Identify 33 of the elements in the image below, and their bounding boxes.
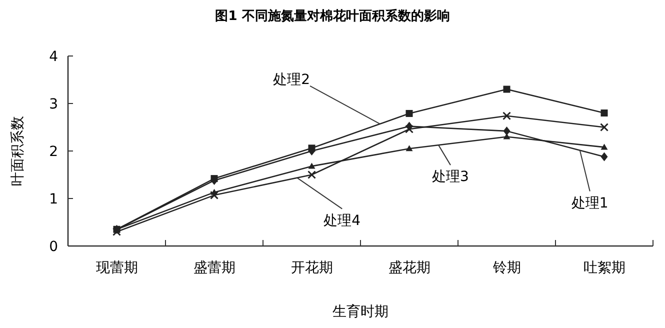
point [210,190,218,200]
point [406,145,413,152]
point [308,162,316,169]
point [600,110,608,116]
text: 处理4 [324,212,361,229]
y-tick-label: 3 [49,96,58,112]
y-axis-title: 叶面积系数 [10,116,26,186]
text: 处理2 [273,72,310,88]
x-tick-label: 吐絮期 [583,260,626,276]
chart-title: 图1 不同施氮量对棉花叶面积系数的影响 [215,8,450,24]
point [406,110,413,117]
x-tick-label: 现蕾期 [96,260,138,276]
point [600,144,608,150]
series-label: 处理3 [432,169,469,186]
point [210,175,218,182]
text: 处理1 [571,195,608,212]
x-tick-label: 铃期 [492,260,521,276]
x-axis-title: 生育时期 [332,303,388,320]
point [405,124,414,134]
point [502,112,511,120]
x-tick-label: 盛花期 [388,260,430,276]
point [308,170,316,179]
x-tick-label: 开花期 [290,260,333,276]
point [503,86,510,93]
point [600,152,608,162]
y-tick-label: 0 [49,238,58,255]
x-tick-label: 盛蕾期 [193,260,236,276]
point [112,228,121,236]
y-tick-label: 1 [49,191,58,208]
y-tick-label: 2 [49,144,58,160]
point [600,123,608,132]
point [308,144,316,152]
y-tick-label: 4 [49,48,58,65]
